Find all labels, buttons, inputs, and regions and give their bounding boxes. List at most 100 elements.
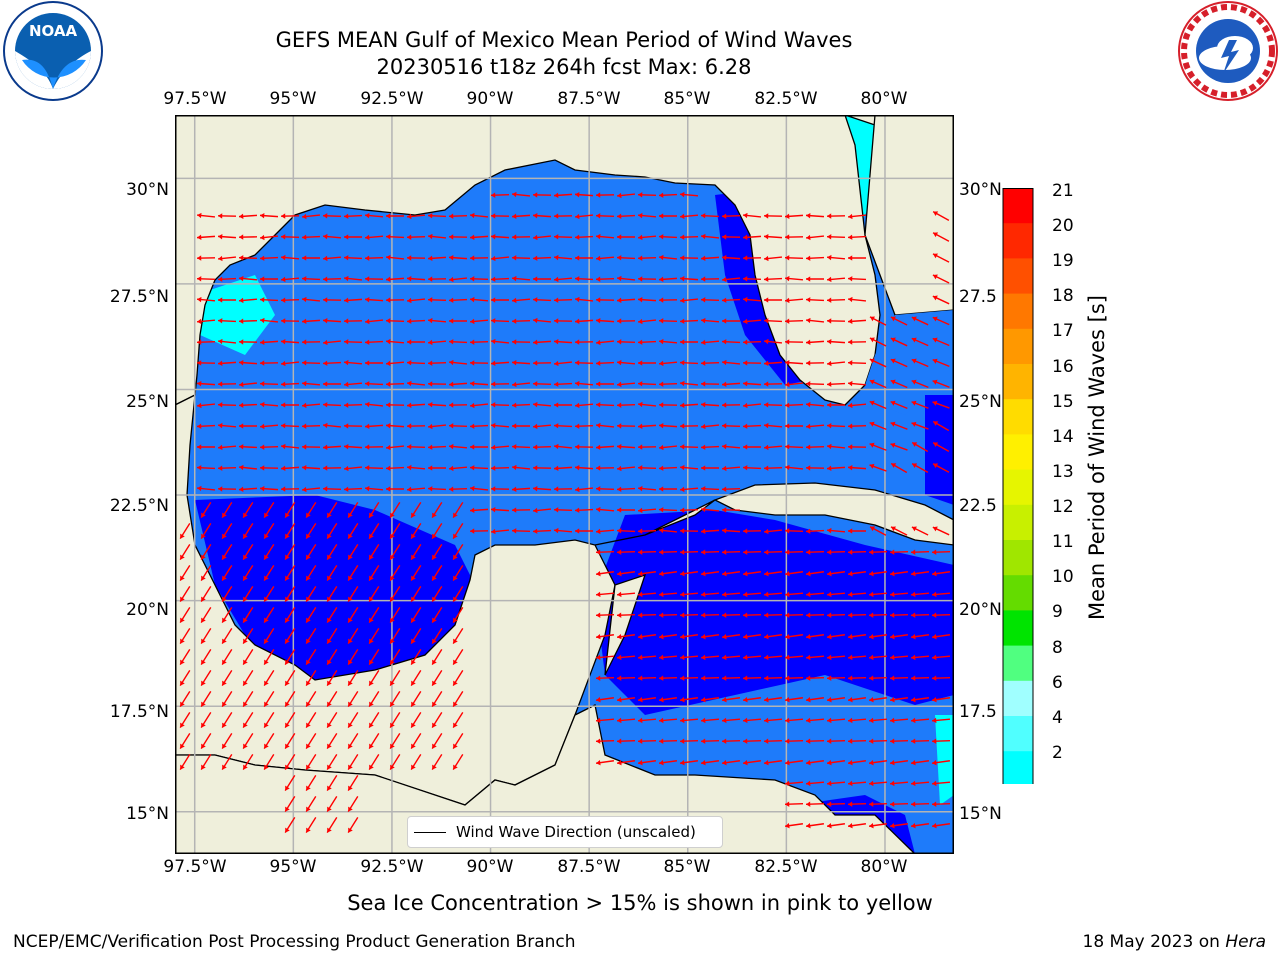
wind-arrow [221,585,233,603]
wind-arrow [532,507,552,514]
wind-arrow [764,297,782,303]
wind-arrow [301,296,321,303]
lon-label-bottom: 82.5°W [754,857,818,877]
wind-arrow [344,234,362,240]
wind-arrow [700,760,720,766]
wind-arrow [763,717,783,724]
wind-arrow [511,191,531,198]
wind-arrow [805,381,825,387]
wind-arrow [847,591,867,598]
wind-arrow [763,571,783,577]
wind-arrow [196,296,216,303]
wind-arrow [511,297,531,304]
wind-arrow [700,360,720,366]
wind-arrow [179,690,191,708]
wind-arrow [301,380,321,387]
wind-arrow [448,234,468,240]
wind-arrow [347,501,359,519]
wind-arrow [347,690,359,708]
wind-arrow [553,381,573,387]
wind-arrow [200,669,212,687]
wind-arrow [911,316,929,326]
wind-arrow [553,443,573,450]
wind-arrow [658,234,678,240]
wind-arrow [826,675,846,681]
wind-arrow [847,760,867,766]
wind-arrow [679,191,699,198]
wind-arrow [343,213,363,219]
wind-arrow [595,612,615,618]
wind-arrow [742,339,762,345]
wind-arrow [389,522,401,540]
wind-arrow [410,564,422,582]
wind-arrow [784,738,804,744]
wind-arrow [305,543,317,561]
wind-arrow [532,297,552,303]
wind-arrow [196,380,216,387]
wind-arrow [763,381,783,387]
wind-arrow [847,675,867,681]
wind-arrow [389,501,401,519]
wind-arrow [238,402,258,408]
wind-arrow [326,753,338,771]
colorbar-segment [1003,328,1033,365]
lon-label-bottom: 92.5°W [360,857,424,877]
wind-arrow [427,317,447,324]
wind-arrow [179,711,191,729]
wind-arrow [553,234,573,240]
wind-arrow [179,564,191,582]
wind-arrow [511,339,531,345]
wind-arrow [742,571,762,577]
wind-arrow [532,255,552,261]
wind-arrow [932,211,950,221]
wind-arrow [431,648,443,666]
lat-label-right: 30°N [959,180,1002,200]
colorbar-tick: 20 [1052,216,1074,236]
colorbar-tick: 15 [1052,392,1074,412]
wind-arrow [805,255,825,261]
wind-arrow [679,444,699,450]
wind-arrow [238,486,258,493]
wind-arrow [763,760,783,766]
wind-arrow [452,669,464,687]
wind-arrow [848,255,866,261]
wind-arrow [931,801,951,807]
wind-arrow [826,612,846,618]
wind-arrow [742,760,762,766]
colorbar-tick: 8 [1052,638,1063,658]
wind-arrow [511,528,531,534]
wind-arrow [931,654,951,661]
wind-arrow [890,337,908,347]
wind-arrow [742,380,762,387]
wind-arrow [431,564,443,582]
wind-arrow [347,816,359,834]
wind-arrow [616,760,636,766]
wind-arrow [553,297,573,303]
wind-arrow [931,717,951,724]
wind-arrow [763,654,783,661]
wind-arrow [448,339,468,345]
wind-arrow [511,444,531,450]
wind-arrow [721,381,741,388]
wind-arrow [410,690,422,708]
wind-arrow [616,318,636,324]
wind-arrow [679,402,699,409]
wind-arrow [452,543,464,561]
wind-arrow [259,339,279,346]
wind-arrow [932,442,950,452]
wind-arrow [890,316,908,326]
wind-arrow [386,486,404,492]
wind-arrow [868,738,888,744]
wind-arrow [595,506,615,513]
wind-arrow [826,634,846,640]
colorbar-tick: 18 [1052,286,1074,306]
wind-arrow [932,420,950,432]
wind-arrow [302,255,320,261]
wind-arrow [280,486,300,492]
wind-arrow [637,255,657,261]
wind-arrow [595,422,615,429]
wind-arrow [389,564,401,582]
wind-arrow [826,823,846,829]
wind-arrow [574,296,594,303]
wind-arrow [826,760,846,766]
